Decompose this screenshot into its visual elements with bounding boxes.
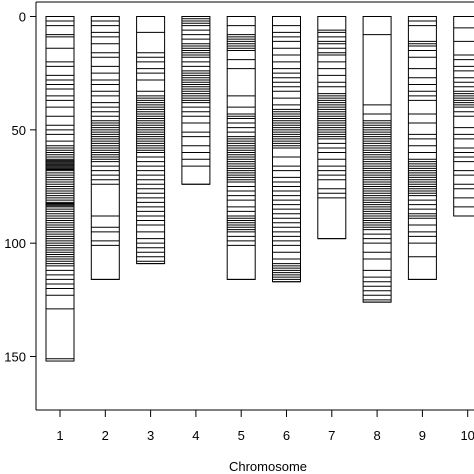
chromosome-7 xyxy=(317,16,347,240)
chromosome-8 xyxy=(362,16,392,303)
x-tick-label: 10 xyxy=(460,428,474,443)
x-tick-label: 9 xyxy=(419,428,426,443)
x-tick-label: 8 xyxy=(373,428,380,443)
x-axis-label: Chromosome xyxy=(229,459,307,474)
x-tick-label: 2 xyxy=(102,428,109,443)
chromosome-1 xyxy=(45,16,75,362)
y-axis: 0 50 100 150 xyxy=(4,10,36,365)
chromosome-3 xyxy=(136,16,166,265)
x-tick-label: 4 xyxy=(192,428,199,443)
chromosome-4 xyxy=(181,16,211,185)
chromosome-bars xyxy=(45,16,474,362)
chromosome-6 xyxy=(272,16,301,283)
y-tick-label: 0 xyxy=(19,10,26,25)
chromosome-outline xyxy=(136,16,166,265)
chromosome-2 xyxy=(90,16,120,280)
x-tick-label: 5 xyxy=(238,428,245,443)
chromosome-10 xyxy=(453,16,474,217)
chromosome-5 xyxy=(226,16,256,280)
y-tick-label: 150 xyxy=(4,350,26,365)
x-tick-label: 7 xyxy=(328,428,335,443)
x-tick-label: 3 xyxy=(147,428,154,443)
y-tick-label: 50 xyxy=(12,123,26,138)
chromosome-outline xyxy=(407,16,437,280)
y-tick-label: 100 xyxy=(4,236,26,251)
chromosome-9 xyxy=(407,16,437,280)
x-tick-label: 1 xyxy=(56,428,63,443)
x-axis: 1 2 3 4 5 6 7 8 9 10 xyxy=(56,410,474,443)
plot-frame xyxy=(35,1,474,411)
x-tick-label: 6 xyxy=(283,428,290,443)
chromosome-outline xyxy=(272,16,301,283)
